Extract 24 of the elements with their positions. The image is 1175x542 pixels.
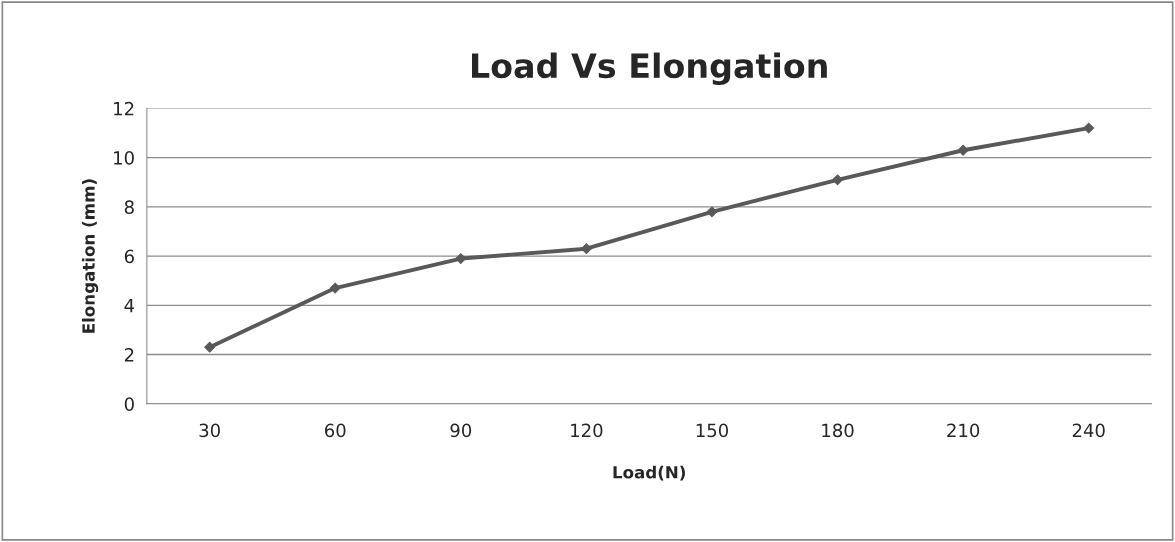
x-axis-title: Load(N)	[613, 465, 685, 481]
y-tick-label: 12	[114, 101, 134, 116]
point	[329, 282, 341, 294]
x-tick-label: 30	[199, 423, 220, 438]
x-tick-label: 180	[822, 423, 854, 438]
x-tick-label: 240	[1072, 423, 1105, 438]
y-tick-label: 2	[124, 348, 134, 362]
chart-title: Load Vs Elongation	[471, 52, 827, 86]
point	[1083, 122, 1095, 134]
x-tick-label: 150	[696, 423, 729, 438]
x-tick-label: 60	[325, 423, 346, 438]
x-tick-label: 120	[571, 423, 603, 438]
y-tick-label: 4	[124, 299, 135, 313]
y-axis-title: Elongation (mm)	[81, 179, 99, 333]
y-tick-label: 10	[114, 151, 134, 165]
point	[204, 341, 216, 353]
y-tick-label: 6	[124, 249, 134, 264]
x-tick-label: 210	[947, 423, 980, 438]
point	[957, 144, 969, 156]
y-tick-label: 8	[124, 200, 134, 214]
x-tick-label: 90	[450, 423, 472, 438]
y-tick-label: 0	[124, 397, 134, 411]
point	[832, 174, 843, 186]
point	[706, 206, 718, 218]
